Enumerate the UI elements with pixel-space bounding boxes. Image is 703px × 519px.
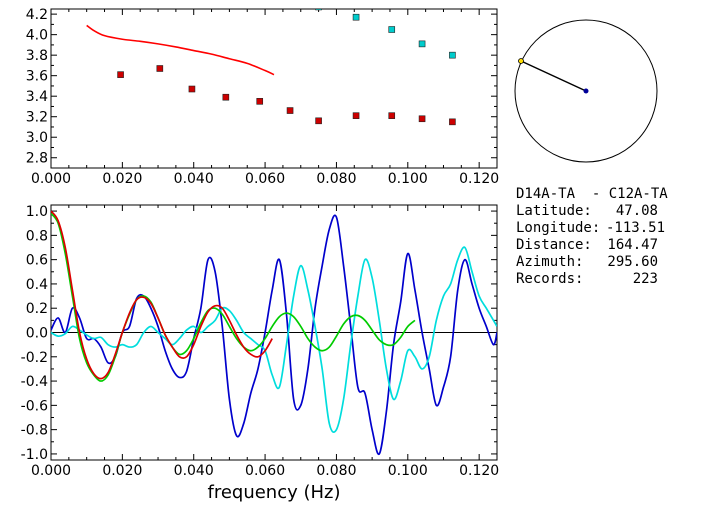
records-value: 223 <box>632 271 658 287</box>
series-group <box>51 210 497 456</box>
longitude-value: -113.51 <box>606 220 666 236</box>
y-tick-label: 4.0 <box>26 28 48 44</box>
series-line <box>86 24 275 76</box>
y-tick-label: -0.6 <box>21 398 48 414</box>
x-tick-label: 0.120 <box>459 171 499 187</box>
station-pair-title: D14A-TA - C12A-TA <box>516 186 668 202</box>
series-line <box>51 246 497 433</box>
correlation-plot: 0.000 0.020 0.040 0.060 0.080 0.100 0.120 1.0 0.… <box>21 204 500 503</box>
data-point <box>188 85 196 93</box>
azimuth-value: 295.60 <box>607 254 658 270</box>
y-tick-label: -0.2 <box>21 350 48 366</box>
station-info-panel: D14A-TA - C12A-TA Latitude: 47.08 Longitu… <box>516 186 701 288</box>
x-tick-label: 0.080 <box>316 171 356 187</box>
y-tick-label: 0.8 <box>26 228 48 244</box>
data-point <box>418 40 426 48</box>
series-group <box>86 9 456 126</box>
y-tick-label: 2.8 <box>26 151 48 167</box>
x-tick-label: 0.020 <box>102 463 142 479</box>
x-tick-label: 0.000 <box>31 463 71 479</box>
records-label: Records: <box>516 271 584 287</box>
x-tick-label: 0.060 <box>245 171 285 187</box>
station-marker <box>518 58 524 64</box>
y-tick-label: 0.4 <box>26 277 48 293</box>
data-point <box>388 26 396 33</box>
info-row: Distance: 164.47 <box>516 237 701 254</box>
azimuth-line <box>520 60 587 92</box>
y-tick-label: 3.6 <box>26 69 48 85</box>
data-point <box>315 9 322 11</box>
latitude-value: 47.08 <box>615 203 658 219</box>
info-row: Latitude: 47.08 <box>516 203 701 220</box>
latitude-label: Latitude: <box>516 203 592 219</box>
azimuth-map <box>514 19 658 163</box>
y-tick-label: 4.2 <box>26 7 48 23</box>
y-tick-label: 0.6 <box>26 253 48 269</box>
y-tick-label: 1.0 <box>26 204 48 220</box>
center-marker <box>583 88 589 94</box>
map-circle <box>514 19 658 163</box>
data-point <box>449 118 456 126</box>
x-tick-label: 0.020 <box>102 171 142 187</box>
data-point <box>256 98 264 105</box>
distance-label: Distance: <box>516 237 592 253</box>
data-point <box>315 117 322 125</box>
series-line <box>51 214 497 456</box>
info-row: Azimuth: 295.60 <box>516 254 701 271</box>
x-axis-title: frequency (Hz) <box>207 482 340 503</box>
data-point <box>352 112 360 119</box>
y-tick-label: 3.0 <box>26 130 48 146</box>
y-tick-label: 0.2 <box>26 301 48 317</box>
data-point <box>156 65 164 72</box>
x-tick-label: 0.000 <box>31 171 71 187</box>
info-row: Records: 223 <box>516 271 701 288</box>
y-tick-label: 0.0 <box>26 326 48 342</box>
data-point <box>222 93 230 101</box>
y-tick-label: -1.0 <box>21 447 48 463</box>
azimuth-label: Azimuth: <box>516 254 584 270</box>
y-tick-label: 3.4 <box>26 89 48 105</box>
x-tick-label: 0.040 <box>174 463 214 479</box>
plot-frame <box>50 8 498 169</box>
data-point <box>117 71 124 78</box>
x-tick-label: 0.080 <box>316 463 356 479</box>
data-point <box>418 115 426 123</box>
y-tick-label: 3.8 <box>26 48 48 64</box>
x-tick-label: 0.120 <box>459 463 499 479</box>
data-point <box>286 107 294 114</box>
series-line <box>51 210 273 380</box>
data-point <box>388 112 396 119</box>
dispersion-plot: 0.000 0.020 0.040 0.060 0.080 0.100 0.120 2.8 3.… <box>26 7 499 187</box>
y-tick-label: -0.4 <box>21 374 48 390</box>
info-row: Longitude: -113.51 <box>516 220 701 237</box>
distance-value: 164.47 <box>607 237 658 253</box>
data-point <box>352 13 360 21</box>
x-tick-label: 0.040 <box>174 171 214 187</box>
series-line <box>51 212 416 382</box>
longitude-label: Longitude: <box>516 220 601 236</box>
x-tick-label: 0.100 <box>388 463 428 479</box>
data-point <box>449 51 456 59</box>
x-tick-label: 0.060 <box>245 463 285 479</box>
y-tick-label: -0.8 <box>21 423 48 439</box>
y-tick-label: 3.2 <box>26 110 48 126</box>
x-tick-label: 0.100 <box>388 171 428 187</box>
